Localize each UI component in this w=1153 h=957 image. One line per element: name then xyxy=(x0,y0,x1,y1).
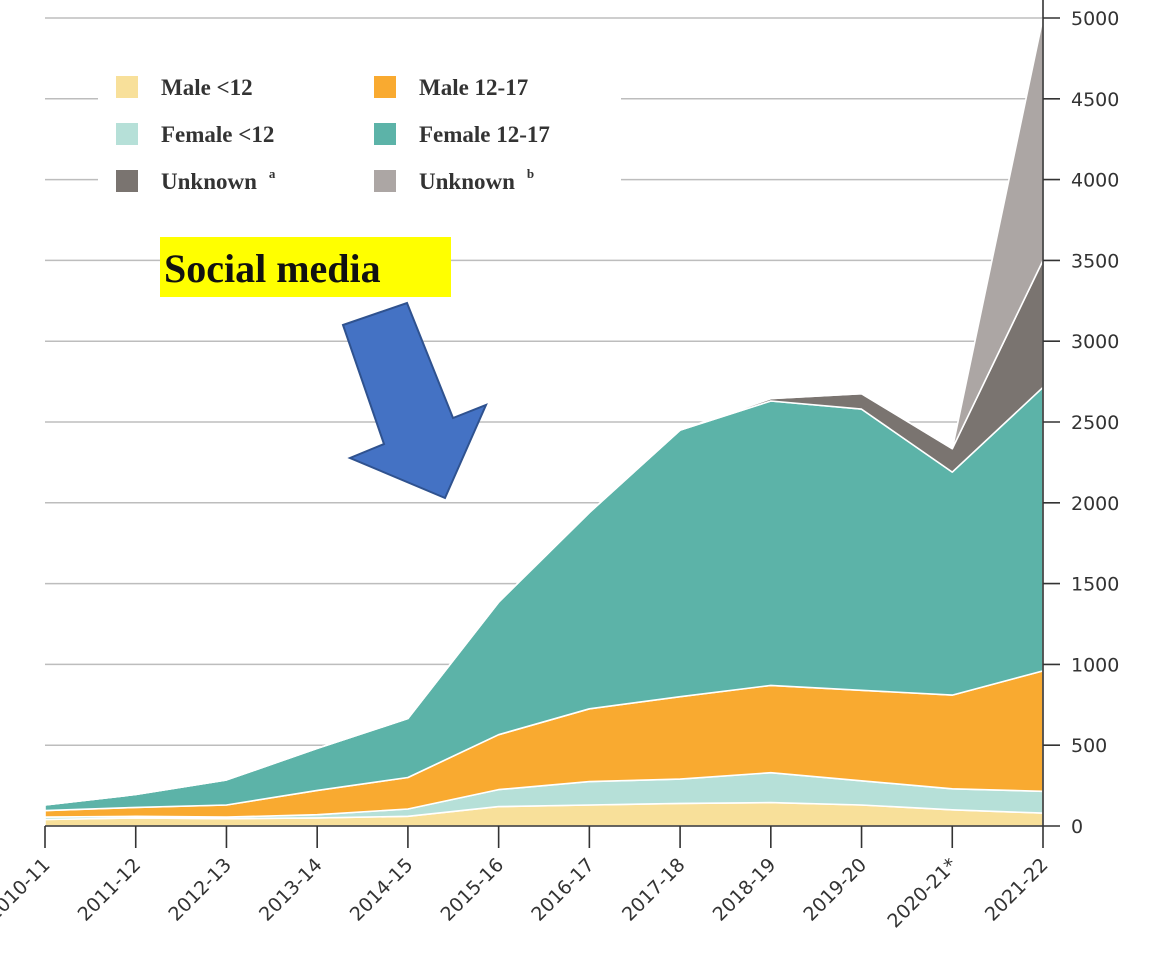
y-tick-label: 3500 xyxy=(1071,250,1119,272)
y-tick-label: 500 xyxy=(1071,735,1107,757)
y-tick-label: 4000 xyxy=(1071,170,1119,192)
legend-item-male-12: Male <12 xyxy=(116,75,253,100)
legend-superscript: b xyxy=(527,166,534,181)
y-tick-label: 2000 xyxy=(1071,493,1119,515)
legend-label: Female 12-17 xyxy=(419,122,550,147)
legend-item-male-12-17: Male 12-17 xyxy=(374,75,528,100)
legend-box xyxy=(98,58,621,218)
legend-label: Female <12 xyxy=(161,122,274,147)
x-tick-label: 2014-15 xyxy=(346,854,418,926)
x-tick-label: 2021-22 xyxy=(981,854,1053,926)
legend: Male <12 Male 12-17 Female <12 Female 12-17… xyxy=(98,58,621,218)
y-tick-label: 1500 xyxy=(1071,574,1119,596)
legend-label: Male <12 xyxy=(161,75,253,100)
legend-item-female-12: Female <12 xyxy=(116,122,274,147)
callout-arrow xyxy=(341,301,488,500)
legend-swatch xyxy=(374,123,396,145)
x-tick-label: 2015-16 xyxy=(436,854,508,926)
legend-swatch xyxy=(116,170,138,192)
legend-swatch xyxy=(374,170,396,192)
y-tick-label: 3000 xyxy=(1071,331,1119,353)
legend-swatch xyxy=(116,123,138,145)
legend-label: Male 12-17 xyxy=(419,75,528,100)
y-tick-label: 4500 xyxy=(1071,89,1119,111)
x-tick-label: 2017-18 xyxy=(618,854,690,926)
area-series-group xyxy=(44,17,1044,827)
x-tick-label: 2010-11 xyxy=(0,854,55,926)
x-tick-label: 2019-20 xyxy=(799,854,871,926)
legend-swatch xyxy=(116,76,138,98)
callout-text: Social media xyxy=(164,246,381,291)
legend-label: Unknown xyxy=(419,169,515,194)
legend-swatch xyxy=(374,76,396,98)
y-tick-label: 0 xyxy=(1071,816,1083,838)
y-axis: 0 500 1000 1500 2000 2500 3000 3500 4000 4500 5000 xyxy=(1042,0,1119,838)
social-media-callout: Social media xyxy=(160,237,488,500)
y-tick-label: 2500 xyxy=(1071,412,1119,434)
x-tick-label: 2016-17 xyxy=(527,854,599,926)
x-tick-label: 2018-19 xyxy=(709,854,781,926)
legend-item-unknown-b: Unknown b xyxy=(374,166,534,194)
x-tick-label: 2013-14 xyxy=(255,854,327,926)
legend-item-female-12-17: Female 12-17 xyxy=(374,122,550,147)
x-tick-label: 2020-21* xyxy=(883,854,961,932)
legend-item-unknown-a: Unknown a xyxy=(116,166,276,194)
y-tick-label: 1000 xyxy=(1071,654,1119,676)
legend-label: Unknown xyxy=(161,169,257,194)
callout-highlight xyxy=(160,237,451,297)
x-axis: 2010-11 2011-12 2012-13 2013-14 2014-15 2015-… xyxy=(0,825,1053,932)
y-tick-label: 5000 xyxy=(1071,8,1119,30)
x-tick-label: 2011-12 xyxy=(74,854,146,926)
x-tick-label: 2012-13 xyxy=(164,854,236,926)
legend-superscript: a xyxy=(269,166,276,181)
